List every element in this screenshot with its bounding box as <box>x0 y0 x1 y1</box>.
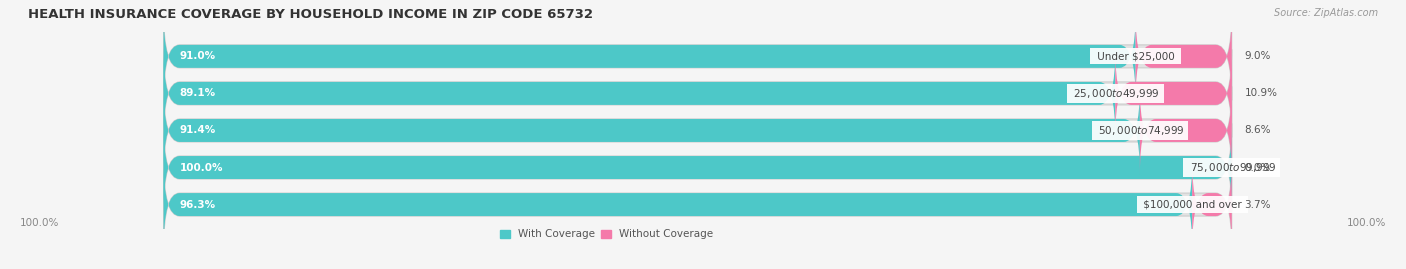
Text: 100.0%: 100.0% <box>20 218 59 228</box>
FancyBboxPatch shape <box>163 123 1232 212</box>
Text: $75,000 to $99,999: $75,000 to $99,999 <box>1187 161 1277 174</box>
Text: 8.6%: 8.6% <box>1244 125 1271 136</box>
Text: 3.7%: 3.7% <box>1244 200 1271 210</box>
FancyBboxPatch shape <box>163 86 1232 175</box>
Text: Source: ZipAtlas.com: Source: ZipAtlas.com <box>1274 8 1378 18</box>
Text: 96.3%: 96.3% <box>180 200 215 210</box>
FancyBboxPatch shape <box>1140 86 1232 175</box>
FancyBboxPatch shape <box>163 12 1232 100</box>
Text: $25,000 to $49,999: $25,000 to $49,999 <box>1070 87 1160 100</box>
FancyBboxPatch shape <box>163 161 1232 249</box>
Text: 0.0%: 0.0% <box>1244 162 1271 172</box>
Text: 9.0%: 9.0% <box>1244 51 1271 61</box>
FancyBboxPatch shape <box>163 86 1140 175</box>
Text: Under $25,000: Under $25,000 <box>1094 51 1178 61</box>
FancyBboxPatch shape <box>163 123 1232 212</box>
Text: 91.4%: 91.4% <box>180 125 217 136</box>
FancyBboxPatch shape <box>163 49 1115 137</box>
Text: 89.1%: 89.1% <box>180 89 215 98</box>
Text: $100,000 and over: $100,000 and over <box>1140 200 1244 210</box>
Text: HEALTH INSURANCE COVERAGE BY HOUSEHOLD INCOME IN ZIP CODE 65732: HEALTH INSURANCE COVERAGE BY HOUSEHOLD I… <box>28 8 593 21</box>
Text: 10.9%: 10.9% <box>1244 89 1278 98</box>
FancyBboxPatch shape <box>163 49 1232 137</box>
Legend: With Coverage, Without Coverage: With Coverage, Without Coverage <box>499 229 713 239</box>
FancyBboxPatch shape <box>1192 161 1232 249</box>
FancyBboxPatch shape <box>1115 49 1232 137</box>
FancyBboxPatch shape <box>1136 12 1232 100</box>
Text: $50,000 to $74,999: $50,000 to $74,999 <box>1095 124 1185 137</box>
Text: 100.0%: 100.0% <box>1347 218 1386 228</box>
Text: 91.0%: 91.0% <box>180 51 215 61</box>
FancyBboxPatch shape <box>163 12 1136 100</box>
FancyBboxPatch shape <box>163 161 1192 249</box>
Text: 100.0%: 100.0% <box>180 162 224 172</box>
